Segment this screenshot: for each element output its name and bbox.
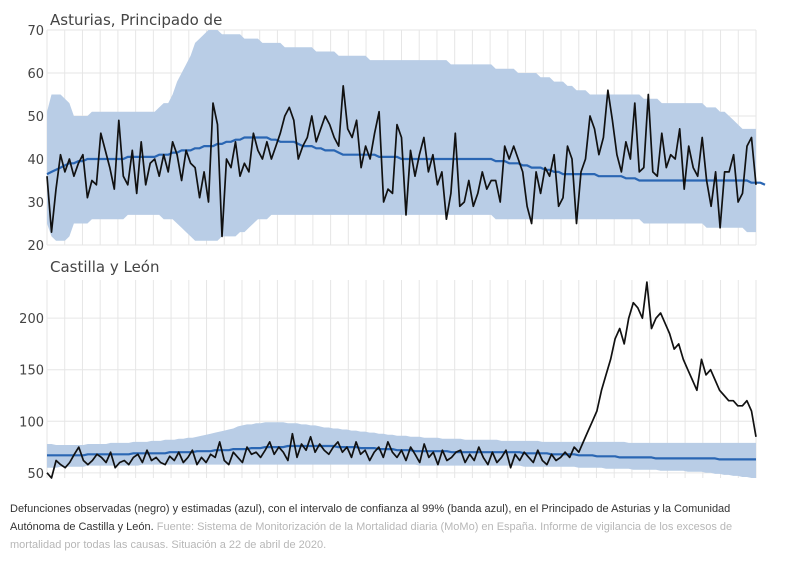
chart-panel-asturias: Asturias, Principado de 20 30 40 50 60 70 xyxy=(27,11,766,254)
charts-figure: Asturias, Principado de 20 30 40 50 60 70 Cas… xyxy=(19,11,766,482)
expected-series xyxy=(46,136,766,186)
y-tick-label: 50 xyxy=(27,110,44,125)
caption-text: Defunciones observadas (negro) y estimad… xyxy=(10,503,731,533)
chart-title: Castilla y León xyxy=(50,258,159,276)
y-tick-label: 20 xyxy=(27,239,44,254)
y-tick-label: 40 xyxy=(27,153,44,168)
y-tick-label: 100 xyxy=(19,415,44,430)
y-axis-ticks: 20 30 40 50 60 70 xyxy=(27,24,44,254)
observed-series xyxy=(46,85,757,238)
y-axis-ticks: 50 100 150 200 xyxy=(19,312,44,482)
y-tick-label: 200 xyxy=(19,312,44,327)
expected-line xyxy=(46,136,766,186)
y-tick-label: 70 xyxy=(27,24,44,39)
y-tick-label: 50 xyxy=(27,467,44,482)
y-tick-label: 30 xyxy=(27,196,44,211)
observed-series xyxy=(46,281,757,479)
chart-panel-castilla-leon: Castilla y León 50 100 150 200 xyxy=(19,258,757,482)
caption-source: Fuente: Sistema de Monitorización de la … xyxy=(10,521,733,551)
observed-line xyxy=(46,85,757,238)
figure-caption: Defunciones observadas (negro) y estimad… xyxy=(10,500,750,554)
y-tick-label: 150 xyxy=(19,364,44,379)
observed-line xyxy=(46,281,757,479)
chart-title: Asturias, Principado de xyxy=(50,11,222,29)
y-tick-label: 60 xyxy=(27,67,44,82)
